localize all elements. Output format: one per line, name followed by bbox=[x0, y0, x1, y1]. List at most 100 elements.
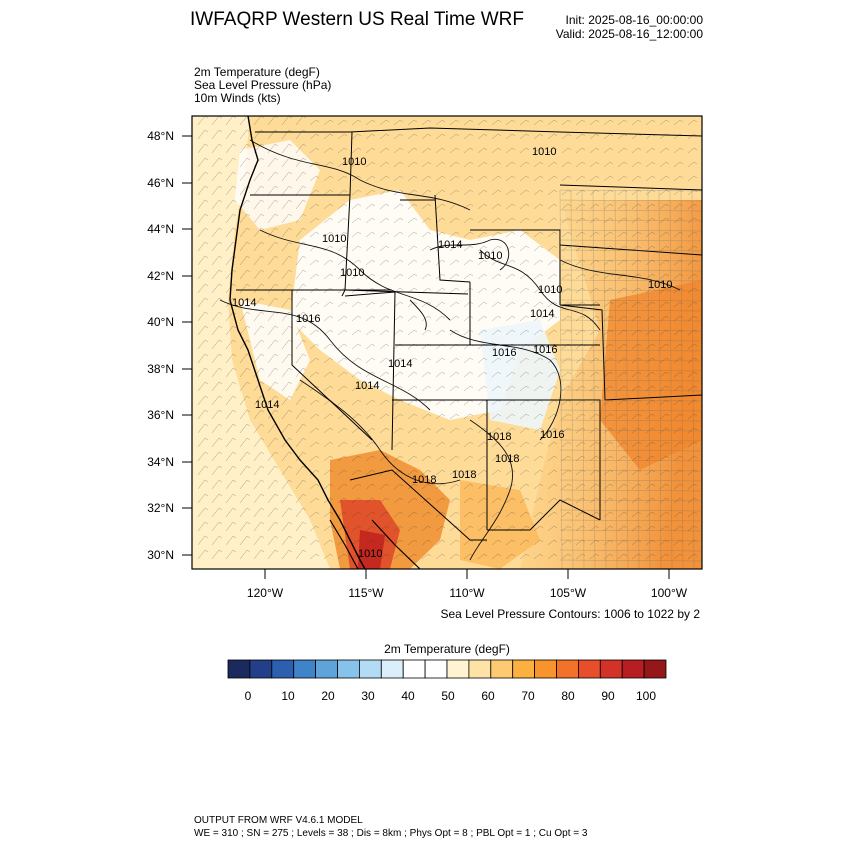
wind-barb bbox=[561, 427, 572, 434]
wind-barb bbox=[617, 539, 628, 546]
wind-barb bbox=[211, 451, 223, 462]
mexico-warm-fill bbox=[460, 480, 540, 569]
colorbar-label: 90 bbox=[601, 689, 615, 703]
wind-barb bbox=[631, 161, 642, 168]
wind-barb bbox=[491, 315, 502, 322]
wind-barb bbox=[435, 161, 446, 168]
wind-barb bbox=[505, 259, 516, 266]
wind-barb bbox=[211, 269, 223, 280]
wind-barb bbox=[659, 385, 670, 392]
wind-barb bbox=[673, 217, 684, 224]
lon-label: 105°W bbox=[549, 586, 587, 600]
wind-barb bbox=[351, 301, 362, 308]
wind-barb bbox=[561, 161, 572, 168]
pressure-label: 1014 bbox=[388, 358, 412, 370]
wind-barb bbox=[421, 147, 432, 154]
wind-barb bbox=[323, 189, 334, 196]
wind-barb bbox=[197, 507, 209, 518]
wind-barb bbox=[575, 357, 586, 364]
wind-barb bbox=[379, 315, 390, 322]
wind-barb bbox=[463, 119, 474, 126]
wind-barb bbox=[351, 553, 362, 560]
wind-barb bbox=[281, 395, 293, 406]
wind-barb bbox=[547, 329, 558, 336]
wind-barb bbox=[323, 315, 334, 322]
wind-barb bbox=[267, 437, 279, 448]
wind-barb bbox=[631, 175, 642, 182]
wind-barb bbox=[211, 311, 223, 322]
wind-barb bbox=[267, 227, 279, 238]
county-borders bbox=[559, 189, 702, 569]
wind-barb bbox=[309, 371, 320, 378]
county-line bbox=[625, 189, 629, 569]
wind-barb bbox=[533, 273, 544, 280]
wind-barb bbox=[463, 371, 474, 378]
wind-barb bbox=[533, 553, 544, 560]
wind-barb bbox=[351, 413, 362, 420]
wind-barb bbox=[393, 511, 404, 518]
wind-barb bbox=[505, 273, 516, 280]
wind-barb bbox=[267, 143, 279, 154]
wind-barb bbox=[673, 497, 684, 504]
wind-barb bbox=[421, 315, 432, 322]
county-line bbox=[559, 209, 702, 212]
wind-barb bbox=[561, 147, 572, 154]
wind-barb bbox=[519, 161, 530, 168]
wind-barb bbox=[379, 343, 390, 350]
wind-barb bbox=[449, 189, 460, 196]
county-line bbox=[559, 359, 702, 362]
wind-barb bbox=[491, 175, 502, 182]
wind-barb bbox=[449, 413, 460, 420]
wind-barb bbox=[197, 129, 209, 140]
wind-barb bbox=[617, 287, 628, 294]
county-line bbox=[559, 499, 702, 502]
wind-barb bbox=[211, 437, 223, 448]
wind-barb bbox=[449, 539, 460, 546]
wind-barb bbox=[449, 119, 460, 126]
wind-barb bbox=[197, 521, 209, 532]
colorbar-swatch bbox=[643, 659, 667, 679]
wind-barb bbox=[281, 535, 293, 546]
wind-barb bbox=[533, 441, 544, 448]
wind-barb bbox=[673, 189, 684, 196]
wind-barb bbox=[435, 217, 446, 224]
wind-barb bbox=[673, 469, 684, 476]
wind-barb bbox=[225, 381, 237, 392]
wind-barb bbox=[211, 521, 223, 532]
county-line bbox=[559, 509, 702, 512]
wind-barb bbox=[477, 441, 488, 448]
wind-barb bbox=[687, 287, 698, 294]
wind-barb bbox=[575, 413, 586, 420]
wind-barb bbox=[435, 119, 446, 126]
wind-barb bbox=[645, 357, 656, 364]
wind-barb bbox=[575, 315, 586, 322]
wind-barb bbox=[645, 483, 656, 490]
wind-barb bbox=[295, 157, 307, 168]
wind-barb bbox=[407, 273, 418, 280]
wind-barb bbox=[295, 479, 307, 490]
wind-barb bbox=[631, 525, 642, 532]
wind-barb bbox=[659, 203, 670, 210]
wind-barb bbox=[589, 273, 600, 280]
wind-barb bbox=[673, 483, 684, 490]
wind-barb bbox=[365, 119, 376, 126]
wind-barb bbox=[477, 217, 488, 224]
wind-barb bbox=[379, 231, 390, 238]
wind-barb bbox=[463, 455, 474, 462]
wind-barb bbox=[421, 441, 432, 448]
wind-barb bbox=[659, 371, 670, 378]
desert-hottest-fill bbox=[358, 530, 385, 569]
wind-barb bbox=[351, 259, 362, 266]
wind-barb bbox=[197, 171, 209, 182]
wind-barb bbox=[631, 231, 642, 238]
wind-barb bbox=[211, 493, 223, 504]
wind-barb bbox=[407, 287, 418, 294]
wind-barb bbox=[491, 413, 502, 420]
wind-barb bbox=[687, 483, 698, 490]
wind-barb bbox=[477, 119, 488, 126]
wind-barb bbox=[253, 116, 265, 126]
wind-barb bbox=[323, 511, 334, 518]
wind-barb bbox=[491, 525, 502, 532]
wind-barb bbox=[239, 199, 251, 210]
